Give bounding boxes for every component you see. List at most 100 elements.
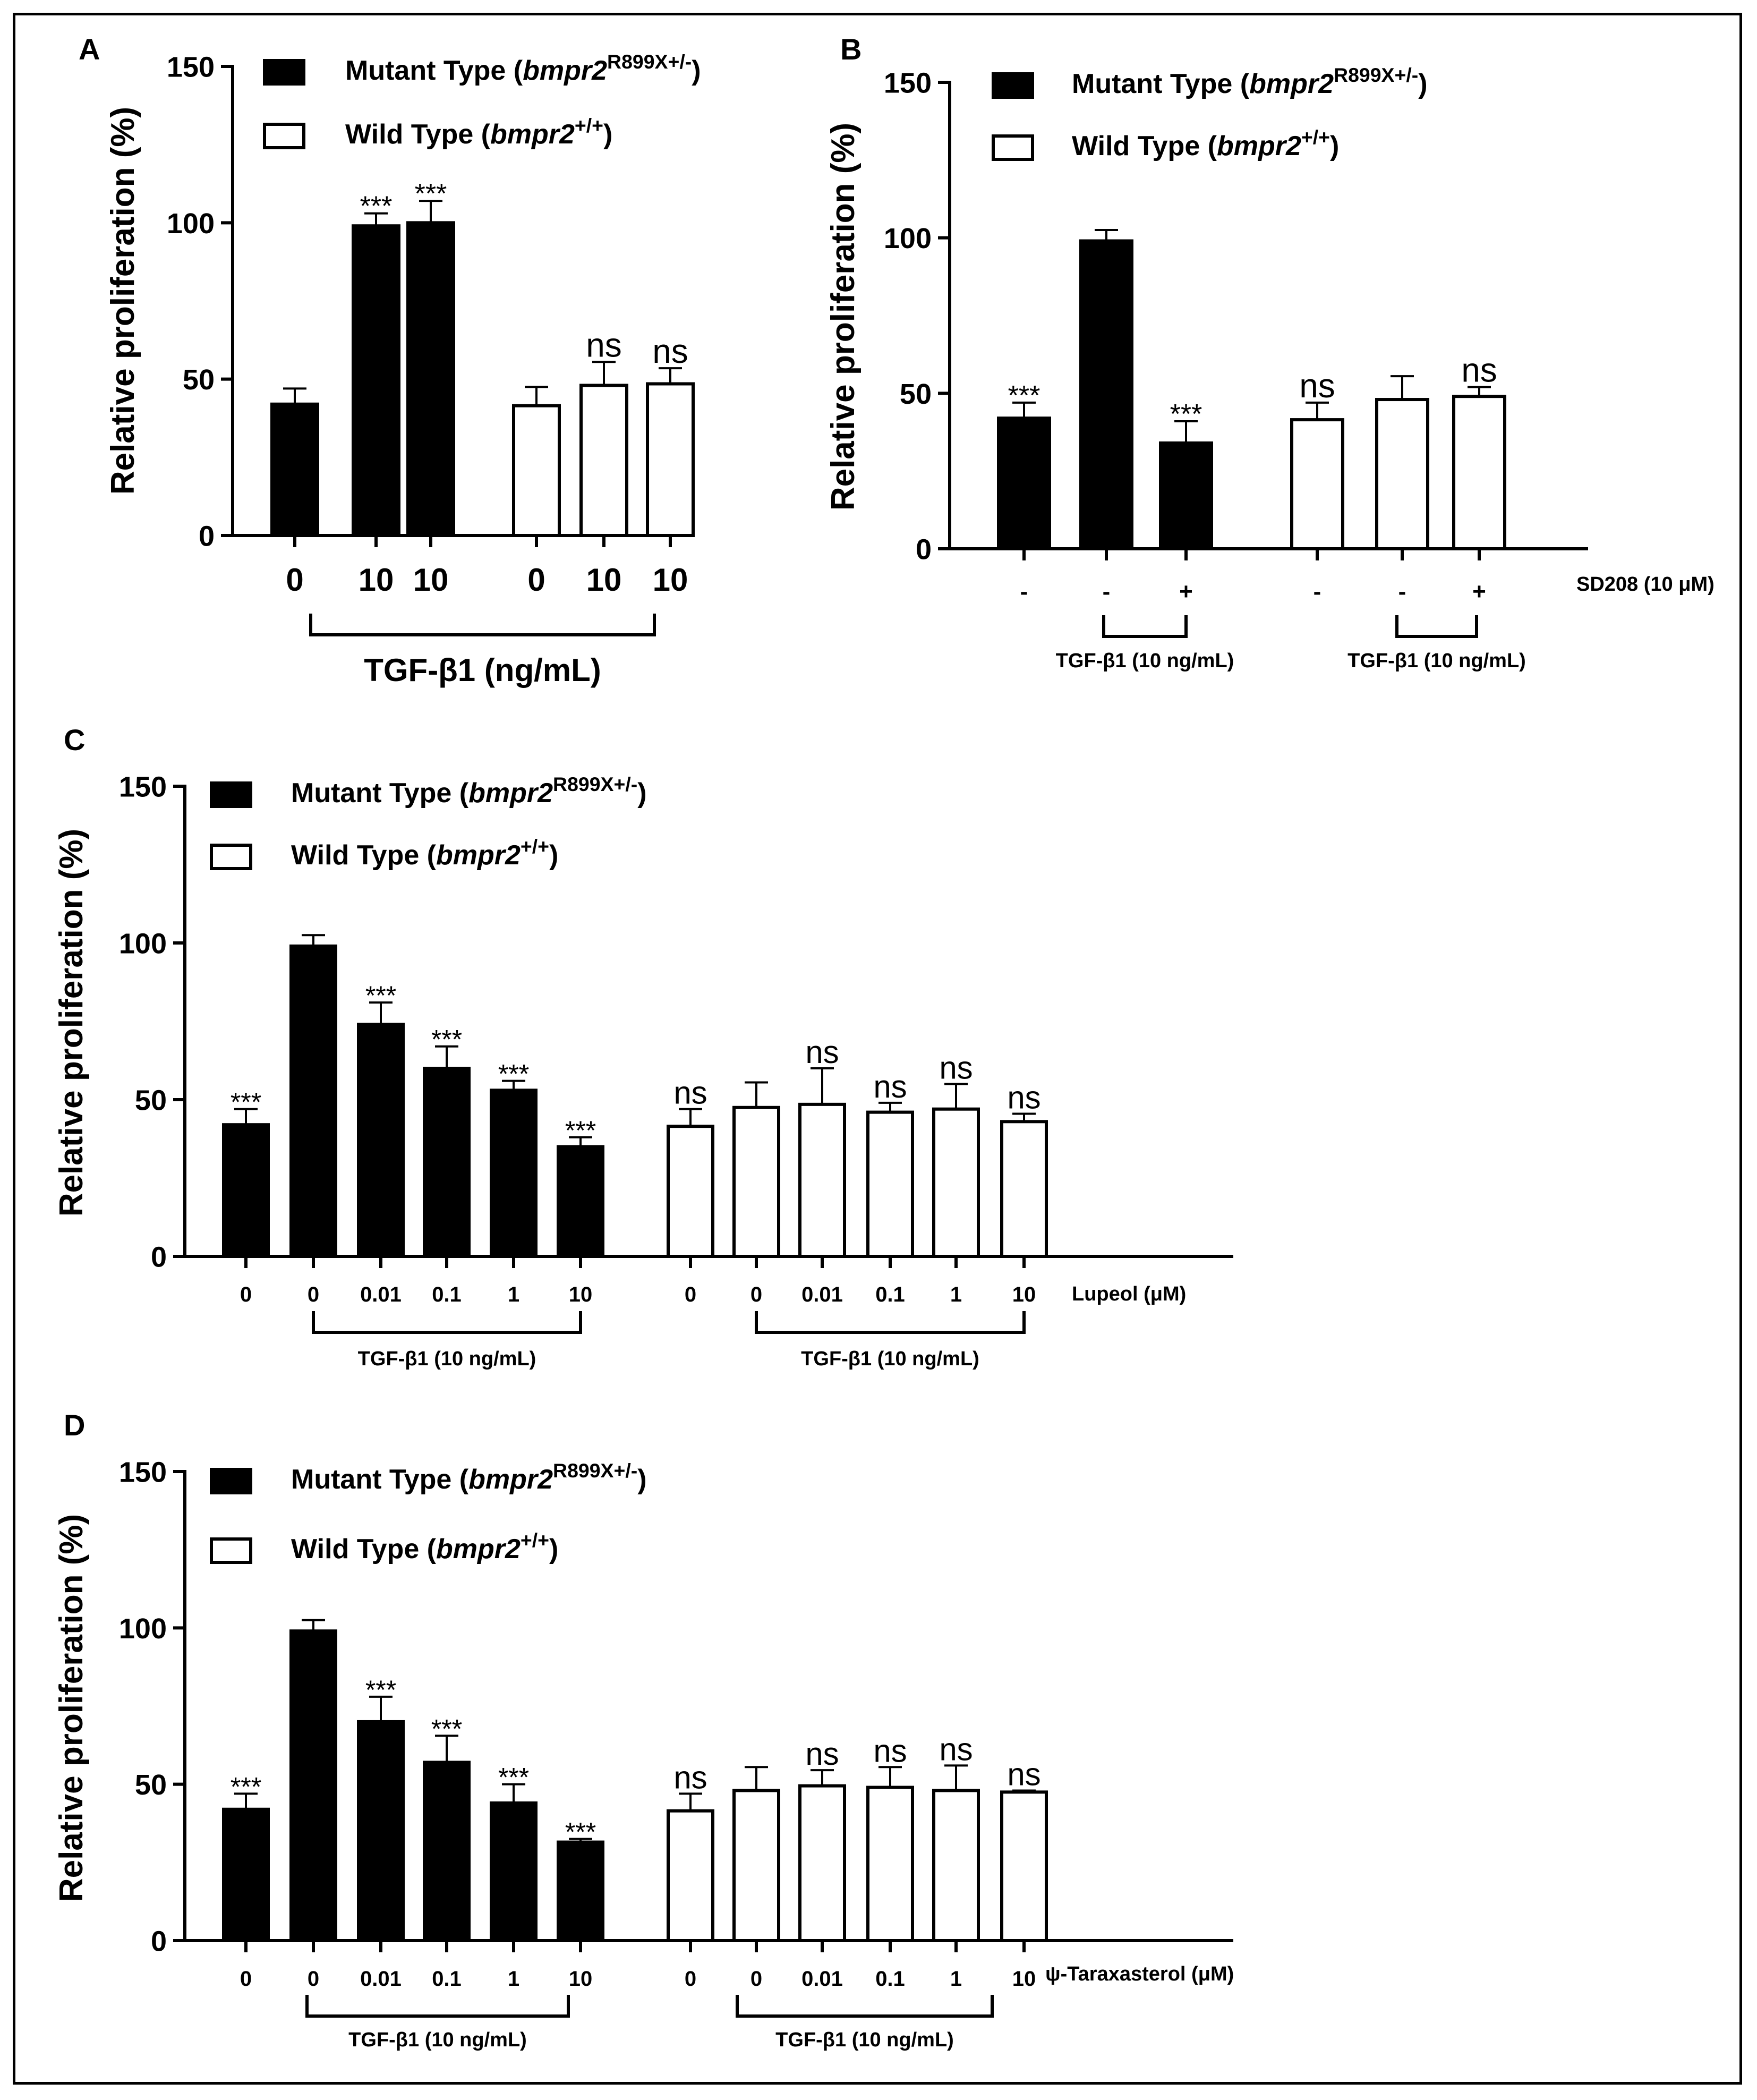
x-tick-label-a: 10 <box>359 562 394 598</box>
x-tick-label-d: 0 <box>750 1967 762 1991</box>
legend-swatch-a-1 <box>263 123 305 149</box>
significance-label-c: *** <box>231 1087 261 1117</box>
y-tick-label-a: 50 <box>183 364 215 396</box>
legend-label-d-1: Wild Type (bmpr2+/+) <box>291 1529 558 1565</box>
y-tick-label-b: 150 <box>884 67 932 99</box>
treatment-bracket-c <box>312 1311 582 1334</box>
legend-label-a-0: Mutant Type (bmpr2R899X+/-) <box>345 50 701 86</box>
bar-d-wild-0 <box>667 1809 714 1943</box>
y-tick-label-b: 100 <box>884 223 932 254</box>
treatment-row-label-c: Lupeol (μM) <box>1072 1283 1186 1305</box>
x-tick-label-c: 0.01 <box>360 1283 402 1306</box>
x-tick-label-c: 0 <box>685 1283 696 1306</box>
y-tick-label-b: 0 <box>916 533 932 565</box>
significance-label-d: ns <box>673 1759 707 1795</box>
panel-letter-d: D <box>64 1408 85 1442</box>
bar-b-wild-2 <box>1452 395 1506 550</box>
x-tick-label-b: - <box>1398 579 1406 605</box>
significance-label-d: ns <box>1007 1756 1040 1792</box>
x-tick-label-d: 10 <box>1012 1967 1036 1991</box>
significance-label-c: *** <box>365 981 396 1010</box>
bar-b-mutant-0 <box>997 416 1051 550</box>
figure-frame <box>13 13 1742 2085</box>
legend-label-b-1: Wild Type (bmpr2+/+) <box>1072 126 1339 161</box>
x-tick-label-c: 0 <box>240 1283 252 1306</box>
panel-letter-c: C <box>64 723 85 756</box>
significance-label-c: *** <box>498 1059 529 1089</box>
x-tick-label-c: 10 <box>1012 1283 1036 1306</box>
y-tick-label-a: 0 <box>199 520 215 552</box>
bar-d-mutant-3 <box>423 1761 471 1942</box>
bar-d-mutant-4 <box>490 1801 538 1942</box>
significance-label-c: ns <box>1007 1080 1040 1116</box>
y-axis-title-c: Relative proliferation (%) <box>53 829 90 1217</box>
y-tick-label-c: 50 <box>135 1084 167 1116</box>
significance-label-d: *** <box>431 1714 462 1744</box>
legend-swatch-d-0 <box>210 1468 252 1494</box>
legend-swatch-b-1 <box>992 134 1034 161</box>
y-tick-label-c: 150 <box>119 771 167 803</box>
bar-d-mutant-1 <box>289 1629 337 1942</box>
y-tick-label-b: 50 <box>900 378 932 410</box>
x-tick-label-c: 0.01 <box>801 1283 843 1306</box>
x-tick-label-d: 0.01 <box>360 1967 402 1991</box>
significance-label-b: ns <box>1461 351 1497 389</box>
x-tick-label-b: - <box>1020 579 1028 605</box>
bar-d-mutant-0 <box>222 1807 270 1943</box>
y-tick-label-c: 0 <box>151 1241 167 1273</box>
significance-label-a: ns <box>586 326 622 364</box>
treatment-row-label-d: ψ-Taraxasterol (μM) <box>1045 1963 1234 1985</box>
treatment-bracket-d <box>305 1995 570 2018</box>
treatment-bracket-c <box>755 1311 1026 1334</box>
bar-d-wild-4 <box>932 1789 980 1942</box>
significance-label-c: *** <box>431 1025 462 1055</box>
bar-a-mutant-2 <box>406 221 455 538</box>
bar-c-wild-5 <box>1000 1120 1048 1259</box>
x-tick-label-c: 10 <box>569 1283 593 1306</box>
legend-swatch-c-0 <box>210 781 252 808</box>
bar-c-mutant-3 <box>423 1067 471 1258</box>
treatment-bracket-label-c: TGF-β1 (10 ng/mL) <box>358 1348 536 1370</box>
bar-c-wild-0 <box>667 1125 714 1258</box>
treatment-bracket-label-d: TGF-β1 (10 ng/mL) <box>348 2029 527 2051</box>
bar-b-wild-0 <box>1290 418 1344 550</box>
treatment-bracket-b <box>1102 615 1188 638</box>
legend-swatch-a-0 <box>263 59 305 86</box>
significance-label-c: ns <box>873 1069 907 1104</box>
x-tick-label-b: - <box>1314 579 1321 605</box>
legend-swatch-d-1 <box>210 1537 252 1564</box>
significance-label-b: *** <box>1008 380 1040 411</box>
x-tick-label-c: 1 <box>508 1283 519 1306</box>
y-tick-label-d: 0 <box>151 1925 167 1957</box>
treatment-bracket-label-b: TGF-β1 (10 ng/mL) <box>1056 650 1234 672</box>
significance-label-c: *** <box>565 1116 596 1145</box>
bar-c-mutant-0 <box>222 1123 270 1258</box>
significance-label-b: *** <box>1170 399 1202 430</box>
y-tick-label-a: 100 <box>167 208 215 240</box>
significance-label-d: *** <box>231 1772 261 1801</box>
panel-letter-a: A <box>79 32 100 66</box>
bar-a-mutant-1 <box>352 224 400 538</box>
treatment-bracket-label-c: TGF-β1 (10 ng/mL) <box>801 1348 979 1370</box>
y-tick-label-c: 100 <box>119 928 167 959</box>
treatment-bracket-a <box>309 614 656 636</box>
bar-a-wild-1 <box>579 384 628 537</box>
x-tick-label-a: 10 <box>413 562 449 598</box>
y-tick-label-a: 150 <box>167 51 215 83</box>
bar-d-wild-2 <box>798 1784 846 1943</box>
significance-label-a: *** <box>360 191 393 222</box>
significance-label-d: *** <box>498 1763 529 1792</box>
bar-d-mutant-5 <box>557 1840 604 1943</box>
legend-swatch-c-1 <box>210 844 252 870</box>
x-tick-label-c: 0.1 <box>875 1283 905 1306</box>
bar-b-wild-1 <box>1375 398 1429 550</box>
x-tick-label-b: - <box>1103 579 1111 605</box>
treatment-bracket-label-d: TGF-β1 (10 ng/mL) <box>775 2029 954 2051</box>
x-tick-label-d: 0.01 <box>801 1967 843 1991</box>
x-tick-label-d: 0 <box>240 1967 252 1991</box>
x-tick-label-c: 0 <box>750 1283 762 1306</box>
significance-label-d: ns <box>873 1733 907 1769</box>
